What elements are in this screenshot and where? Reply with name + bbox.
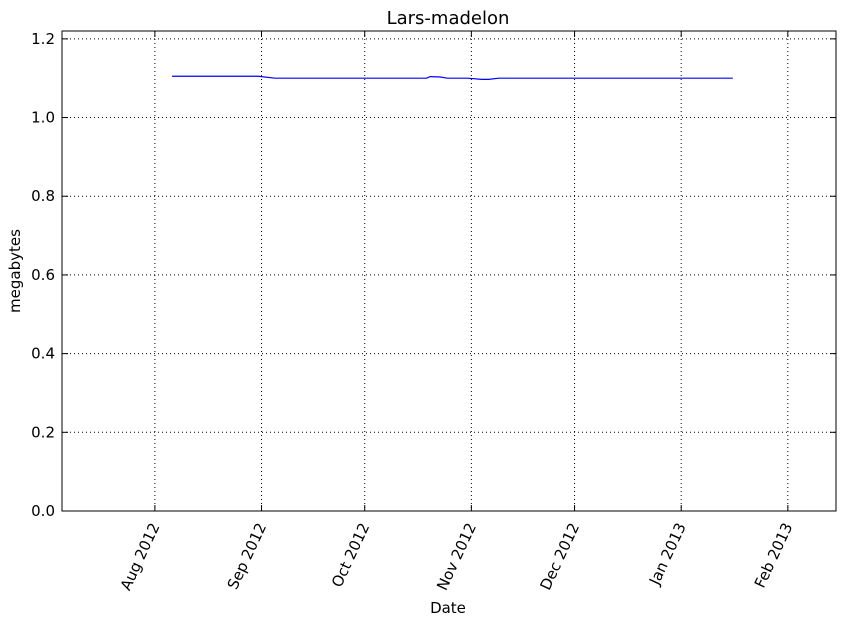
- plot-frame: [61, 30, 837, 512]
- x-tick-label: Oct 2012: [328, 520, 373, 590]
- series-line: [172, 75, 733, 80]
- y-tick-label: 0.4: [31, 345, 55, 363]
- x-tick-label: Sep 2012: [224, 520, 270, 592]
- y-tick-label: 0.0: [31, 502, 55, 520]
- y-tick-label: 1.0: [31, 109, 55, 127]
- x-tick-label: Nov 2012: [433, 520, 480, 593]
- tick-layer: Aug 2012 Sep 2012 Oct 2012 Nov 2012 Dec 2012…: [31, 30, 836, 593]
- x-tick-label: Feb 2013: [751, 520, 797, 591]
- y-axis-label: megabytes: [6, 229, 24, 313]
- x-tick-label: Jan 2013: [645, 520, 690, 588]
- chart-title: Lars-madelon: [387, 8, 510, 29]
- y-tick-label: 0.6: [31, 266, 55, 284]
- y-tick-label: 1.2: [31, 30, 55, 48]
- x-tick-label: Dec 2012: [536, 520, 583, 593]
- y-tick-label: 0.8: [31, 187, 55, 205]
- x-axis-label: Date: [430, 599, 466, 617]
- series-layer: [172, 75, 733, 80]
- y-tick-label: 0.2: [31, 423, 55, 441]
- x-tick-label: Aug 2012: [117, 520, 164, 593]
- grid-layer: [62, 31, 836, 512]
